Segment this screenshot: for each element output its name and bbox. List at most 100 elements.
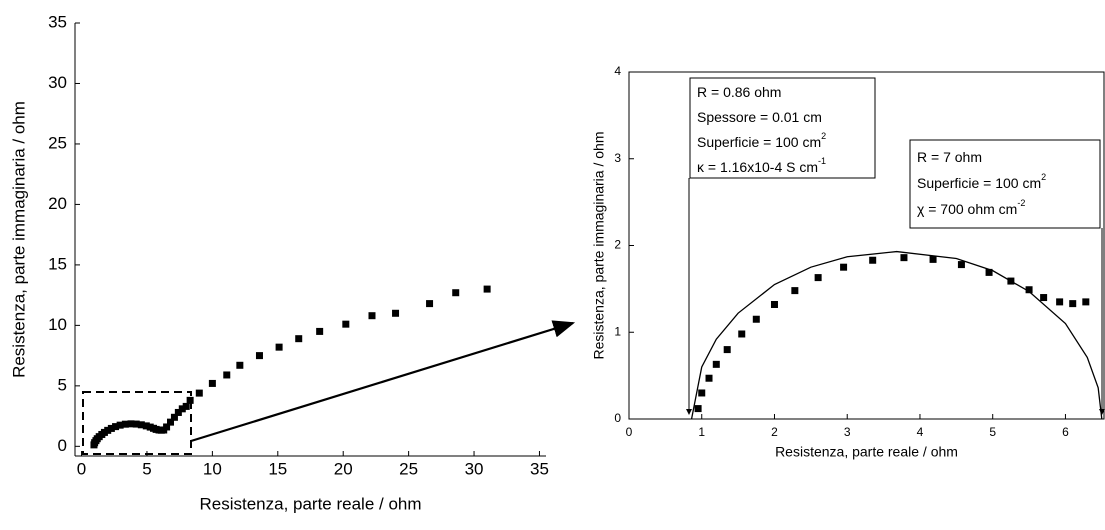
data-point [167,418,175,426]
annotation-text: R = 0.86 ohm [697,84,781,100]
data-point [368,312,376,320]
fit-line [690,250,1103,420]
x-axis-title: Resistenza, parte reale / ohm [199,494,421,513]
data-point [236,361,244,369]
data-point [170,413,178,421]
data-point [483,285,491,293]
y-axis-title: Resistenza, parte immaginaria / ohm [9,101,28,378]
x-tick-label: 20 [334,459,353,478]
y-tick-label: 4 [614,64,621,78]
annotation: Spessore = 0.01 cm [697,109,822,125]
y-tick-label: 5 [58,375,67,394]
data-point [752,315,760,323]
data-point [127,420,135,428]
data-point [116,421,124,429]
y-tick-label: 10 [48,315,67,334]
data-point [142,422,150,430]
y-tick-label: 0 [614,411,621,425]
data-point [208,379,216,387]
x-tick-label: 15 [268,459,287,478]
x-tick-label: 0 [77,459,86,478]
y-tick-label: 1 [614,324,621,338]
data-point [791,287,799,295]
y-tick-label: 3 [614,151,621,165]
annotation-sup: -1 [818,156,826,166]
data-point [1069,300,1077,308]
data-point [694,405,702,413]
data-point [195,389,203,397]
x-tick-label: 5 [142,459,151,478]
annotation-text: R = 7 ohm [917,149,982,165]
data-point [426,300,434,308]
data-point [104,426,112,434]
data-point [316,327,324,335]
data-point [163,423,171,431]
annotation-text: Superficie = 100 cm [697,134,821,150]
data-point [929,255,937,263]
annotation: R = 7 ohm [917,149,982,165]
x-tick-label: 0 [626,425,633,439]
y-tick-label: 15 [48,254,67,273]
y-tick-label: 0 [58,436,67,455]
data-point [698,389,706,397]
data-point [342,320,350,328]
annotation: R = 0.86 ohm [697,84,781,100]
x-tick-label: 2 [771,425,778,439]
y-tick-label: 20 [48,194,67,213]
data-point [392,309,400,317]
data-point [112,423,120,431]
data-point [705,374,713,382]
annotation: χ = 700 ohm cm-2 [917,198,1025,216]
y-tick-label: 2 [614,238,621,252]
x-axis-title: Resistenza, parte reale / ohm [775,444,958,460]
annotation-text: χ = 700 ohm cm [917,201,1017,217]
annotation: κ = 1.16x10-4 S cm-1 [697,156,826,174]
y-tick-label: 30 [48,73,67,92]
data-point [137,421,145,429]
x-tick-label: 30 [465,459,484,478]
annotation-text: κ = 1.16x10-4 S cm [697,159,818,175]
data-point [132,420,140,428]
data-point [1056,298,1064,306]
data-point [869,256,877,264]
data-point [985,268,993,276]
annotation-box [909,139,1101,229]
data-point [770,300,778,308]
data-point [452,289,460,297]
x-tick-label: 5 [989,425,996,439]
data-point [107,424,115,432]
data-point [223,371,231,379]
data-point [1025,286,1033,294]
data-point [295,335,303,343]
annotation: Superficie = 100 cm2 [697,131,826,149]
zoom-box [82,391,192,455]
annotation-text: Spessore = 0.01 cm [697,109,822,125]
data-point [1082,298,1090,306]
data-point [255,352,263,360]
data-point [723,346,731,354]
annotation-text: Superficie = 100 cm [917,175,1041,191]
x-tick-label: 6 [1062,425,1069,439]
x-tick-label: 1 [698,425,705,439]
data-point [900,254,908,262]
y-tick-label: 35 [48,12,67,31]
annotation-box [689,77,876,179]
zoom-arrow [190,320,576,443]
annotation: Superficie = 100 cm2 [917,172,1046,190]
data-point [182,402,190,410]
y-axis-title: Resistenza, parte immaginaria / ohm [591,132,607,360]
x-tick-label: 10 [203,459,222,478]
data-point [738,330,746,338]
y-tick-label: 25 [48,133,67,152]
x-tick-label: 4 [917,425,924,439]
data-point [957,261,965,269]
annotation-sup: 2 [821,131,826,141]
x-tick-label: 35 [530,459,549,478]
data-point [275,343,283,351]
data-point [712,360,720,368]
annotation-sup: 2 [1041,172,1046,182]
data-point [178,405,186,413]
data-point [186,396,194,404]
data-point [174,408,182,416]
